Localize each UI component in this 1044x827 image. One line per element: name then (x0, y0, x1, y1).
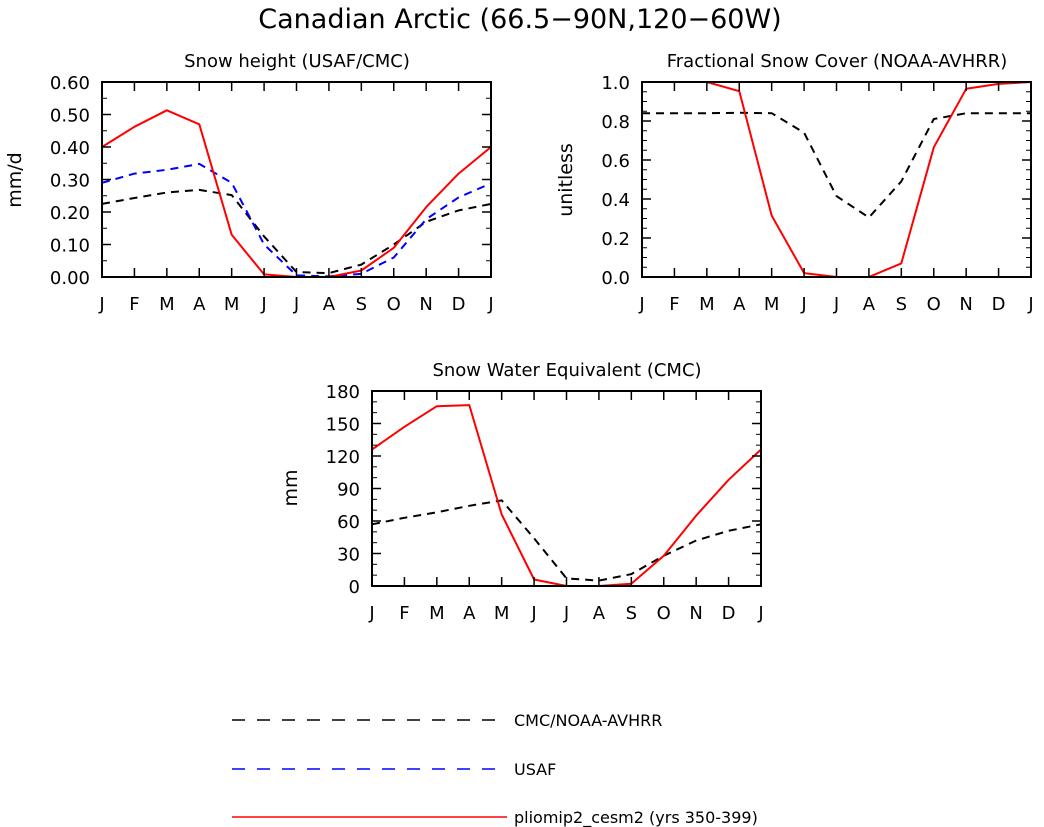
y-tick-label: 120 (326, 447, 360, 468)
x-tick-label: D (452, 294, 466, 315)
series-line (101, 188, 492, 275)
y-tick-label: 180 (326, 382, 360, 403)
y-tick-label: 0.60 (50, 73, 90, 94)
panel-fractional-snow-cover: Fractional Snow Cover (NOAA-AVHRR) unitl… (555, 51, 1034, 315)
plot-frame (641, 81, 1032, 278)
x-tick-label: J (833, 294, 839, 315)
y-tick-label: 30 (337, 545, 360, 566)
x-tick-label: M (494, 603, 510, 624)
x-tick-label: O (927, 294, 941, 315)
y-tick-label: 0.00 (50, 268, 90, 289)
x-tick-label: A (733, 294, 746, 315)
x-tick-label: N (689, 603, 702, 624)
x-tick-label: J (800, 294, 806, 315)
legend-label: USAF (514, 760, 556, 779)
x-tick-label: A (323, 294, 336, 315)
x-tick-label: F (669, 294, 679, 315)
x-tick-label: S (626, 603, 637, 624)
x-tick-label: S (896, 294, 907, 315)
series-line (642, 81, 1032, 278)
x-tick-label: A (193, 294, 206, 315)
x-tick-label: J (757, 603, 763, 624)
y-tick-label: 0.2 (601, 229, 630, 250)
y-tick-label: 0 (349, 577, 360, 598)
x-tick-label: O (657, 603, 671, 624)
panel-title: Fractional Snow Cover (NOAA-AVHRR) (667, 51, 1008, 72)
x-tick-label: S (356, 294, 367, 315)
x-tick-label: M (429, 603, 445, 624)
y-tick-label: 0.40 (50, 138, 90, 159)
x-tick-label: M (764, 294, 780, 315)
y-tick-label: 0.0 (601, 268, 630, 289)
plot-frame (371, 390, 762, 587)
x-tick-label: J (530, 603, 536, 624)
x-tick-label: J (638, 294, 644, 315)
y-tick-label: 60 (337, 512, 360, 533)
y-tick-label: 0.4 (601, 190, 630, 211)
legend-label: CMC/NOAA-AVHRR (514, 711, 662, 730)
y-axis-label: mm/d (4, 152, 26, 207)
series-line (371, 404, 762, 587)
x-tick-label: J (487, 294, 493, 315)
panel-title: Snow height (USAF/CMC) (184, 51, 410, 72)
x-tick-label: J (368, 603, 374, 624)
x-tick-label: N (419, 294, 432, 315)
x-tick-label: J (563, 603, 569, 624)
y-tick-label: 1.0 (601, 73, 630, 94)
x-tick-label: F (129, 294, 139, 315)
y-axis-label: unitless (555, 143, 577, 217)
y-tick-label: 90 (337, 480, 360, 501)
legend: CMC/NOAA-AVHRR USAF pliomip2_cesm2 (yrs … (232, 711, 758, 827)
x-tick-label: N (959, 294, 972, 315)
y-tick-label: 0.6 (601, 151, 630, 172)
x-tick-label: D (722, 603, 736, 624)
figure-title: Canadian Arctic (66.5−90N,120−60W) (258, 4, 781, 35)
y-tick-label: 0.8 (601, 112, 630, 133)
legend-label: pliomip2_cesm2 (yrs 350-399) (514, 808, 758, 827)
y-tick-label: 0.30 (50, 171, 90, 192)
x-tick-label: A (863, 294, 876, 315)
x-tick-label: J (98, 294, 104, 315)
x-tick-label: J (1027, 294, 1033, 315)
x-tick-label: J (260, 294, 266, 315)
y-tick-label: 0.50 (50, 106, 90, 127)
x-tick-label: F (399, 603, 409, 624)
x-tick-label: J (293, 294, 299, 315)
y-tick-label: 0.10 (50, 236, 90, 257)
x-tick-label: O (387, 294, 401, 315)
y-tick-label: 150 (326, 415, 360, 436)
y-tick-label: 0.20 (50, 203, 90, 224)
x-tick-label: D (992, 294, 1006, 315)
x-tick-label: M (699, 294, 715, 315)
x-tick-label: M (159, 294, 175, 315)
series-line (371, 499, 762, 582)
x-tick-label: A (463, 603, 476, 624)
y-axis-label: mm (280, 469, 302, 506)
series-line (642, 111, 1031, 219)
plot-frame (101, 81, 492, 278)
x-tick-label: A (593, 603, 606, 624)
panel-title: Snow Water Equivalent (CMC) (432, 360, 701, 381)
x-tick-label: M (224, 294, 240, 315)
